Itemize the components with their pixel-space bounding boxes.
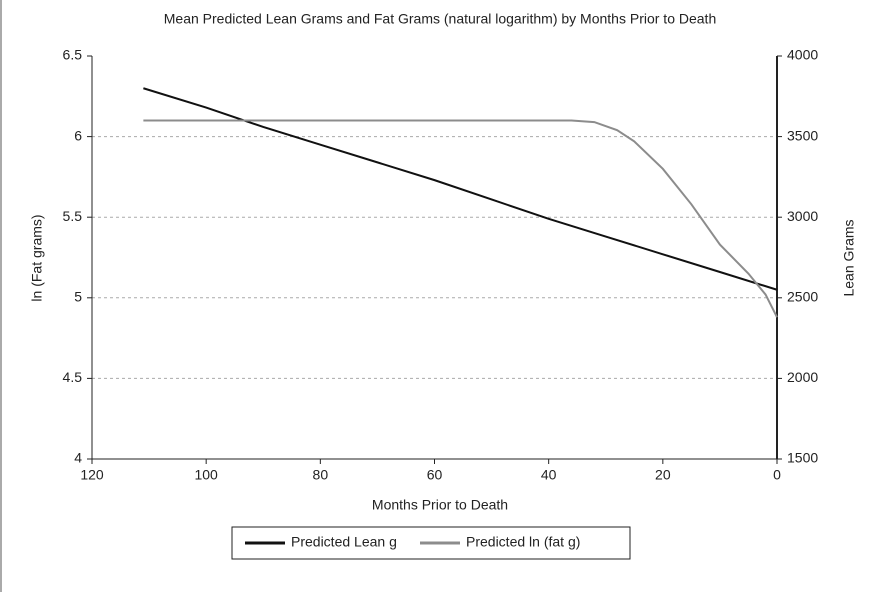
x-tick-label: 80 — [313, 467, 329, 483]
x-tick-label: 100 — [194, 467, 218, 483]
x-tick-label: 40 — [541, 467, 557, 483]
y2-tick-label: 3500 — [787, 127, 818, 143]
series-line — [143, 119, 778, 318]
x-tick-label: 0 — [773, 467, 781, 483]
x-tick-label: 60 — [427, 467, 443, 483]
y2-axis-label: Lean Grams — [841, 219, 857, 296]
y-axis-label: ln (Fat grams) — [29, 214, 45, 301]
x-tick-label: 120 — [80, 467, 104, 483]
y2-tick-label: 2000 — [787, 369, 818, 385]
x-tick-label: 20 — [655, 467, 671, 483]
y2-tick-label: 3000 — [787, 208, 818, 224]
chart-title: Mean Predicted Lean Grams and Fat Grams … — [164, 11, 716, 27]
y-tick-label: 4 — [74, 450, 82, 466]
series-line — [143, 87, 778, 291]
legend-label: Predicted ln (fat g) — [466, 534, 580, 550]
legend-box — [231, 526, 631, 560]
y-tick-label: 6 — [74, 127, 82, 143]
y-tick-label: 5 — [74, 289, 82, 305]
x-axis-label: Months Prior to Death — [372, 497, 508, 513]
legend-label: Predicted Lean g — [291, 534, 397, 550]
y2-tick-label: 4000 — [787, 47, 818, 63]
y-tick-label: 6.5 — [63, 47, 83, 63]
y-tick-label: 5.5 — [63, 208, 83, 224]
y-tick-label: 4.5 — [63, 369, 83, 385]
y2-tick-label: 2500 — [787, 289, 818, 305]
y2-tick-label: 1500 — [787, 450, 818, 466]
